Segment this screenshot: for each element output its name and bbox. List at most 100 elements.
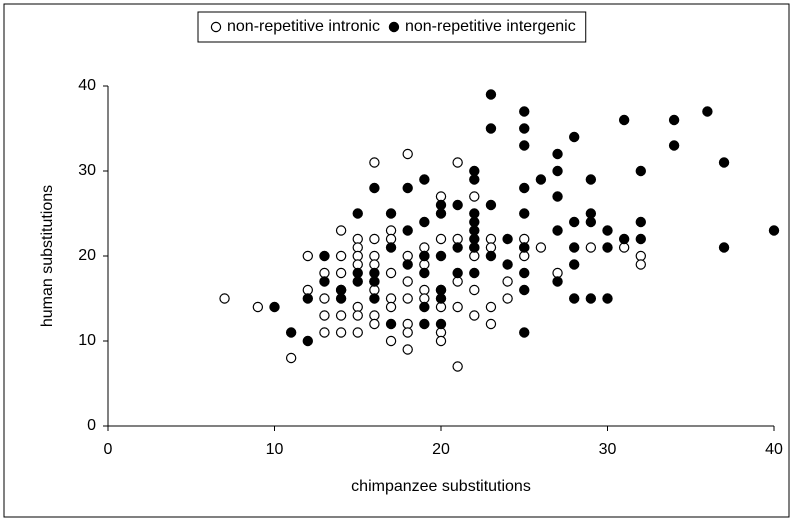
point	[435, 250, 447, 262]
y-tick-label: 20	[78, 247, 96, 264]
point	[519, 327, 530, 338]
point	[469, 242, 480, 253]
point	[569, 293, 580, 304]
point	[718, 157, 730, 168]
point	[485, 301, 497, 313]
point	[535, 242, 547, 253]
x-axis-label: chimpanzee substitutions	[351, 478, 531, 495]
point	[269, 301, 280, 313]
point	[419, 216, 430, 228]
point	[419, 259, 430, 270]
point	[585, 293, 597, 304]
point	[285, 352, 297, 364]
point	[635, 165, 647, 177]
point	[469, 216, 480, 228]
point	[502, 233, 513, 245]
point	[385, 242, 397, 253]
point	[352, 327, 363, 338]
point	[552, 276, 563, 287]
point	[452, 242, 463, 253]
point	[552, 191, 563, 202]
point	[319, 250, 330, 262]
point	[252, 301, 264, 313]
point	[452, 199, 463, 211]
point	[552, 148, 563, 160]
point	[302, 335, 313, 347]
point	[635, 216, 647, 228]
point	[435, 233, 447, 245]
point	[385, 208, 397, 219]
point	[369, 233, 380, 245]
point	[369, 182, 380, 194]
point	[469, 225, 480, 236]
point	[419, 318, 430, 330]
legend-label: non-repetitive intronic	[227, 18, 380, 35]
point	[519, 267, 530, 279]
point	[569, 259, 580, 270]
x-tick-label: 30	[599, 441, 617, 458]
x-tick-label: 10	[266, 441, 284, 458]
point	[635, 259, 647, 270]
point	[369, 259, 380, 270]
point	[502, 276, 513, 287]
y-tick-label: 0	[87, 417, 96, 434]
y-axis-label: human substitutions	[39, 185, 56, 327]
point	[335, 284, 347, 296]
point	[519, 106, 530, 117]
point	[369, 293, 380, 304]
point	[402, 259, 413, 270]
point	[385, 267, 397, 279]
point	[602, 242, 613, 253]
legend-label: non-repetitive intergenic	[405, 18, 576, 35]
point	[485, 89, 497, 100]
point	[435, 191, 447, 202]
point	[369, 157, 380, 168]
point	[452, 276, 463, 287]
point	[485, 242, 497, 253]
point	[335, 267, 347, 279]
point	[419, 242, 430, 253]
point	[385, 318, 397, 330]
point	[319, 276, 330, 287]
point	[502, 259, 513, 270]
point	[618, 242, 630, 253]
y-tick-label: 10	[78, 332, 96, 349]
point	[335, 225, 347, 236]
point	[385, 335, 397, 347]
point	[352, 242, 363, 253]
x-tick-label: 40	[765, 441, 783, 458]
point	[469, 233, 480, 245]
point	[668, 114, 680, 126]
point	[402, 344, 413, 355]
point	[402, 182, 413, 194]
point	[402, 225, 413, 236]
point	[319, 293, 330, 304]
point	[369, 267, 380, 279]
point	[452, 361, 463, 372]
point	[519, 123, 530, 134]
point	[352, 310, 363, 321]
point	[618, 233, 630, 245]
point	[435, 318, 447, 330]
point	[435, 284, 447, 296]
point	[569, 242, 580, 253]
point	[385, 225, 397, 236]
point	[419, 301, 430, 313]
point	[519, 250, 530, 262]
point	[435, 327, 447, 338]
point	[419, 250, 430, 262]
point	[419, 284, 430, 296]
point	[402, 148, 413, 160]
point	[435, 293, 447, 304]
point	[702, 106, 713, 117]
point	[535, 174, 547, 185]
point	[352, 233, 363, 245]
point	[452, 267, 463, 279]
point	[485, 250, 497, 262]
legend-marker	[210, 21, 222, 33]
point	[435, 199, 447, 211]
point	[585, 216, 597, 228]
point	[352, 250, 363, 262]
point	[668, 140, 680, 151]
point	[552, 225, 563, 236]
